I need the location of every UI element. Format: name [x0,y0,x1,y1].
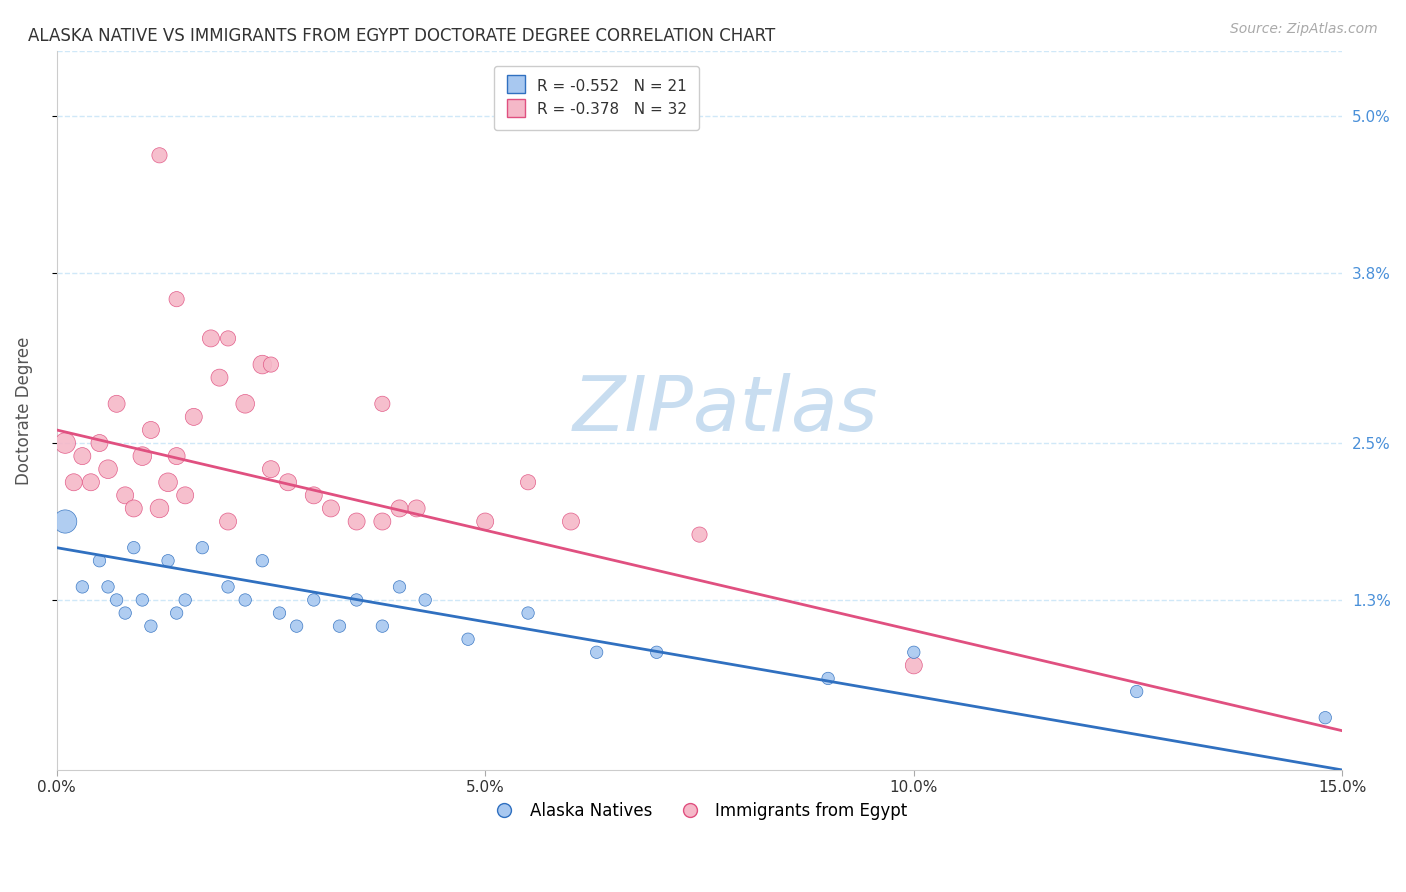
Point [122,541,145,555]
Text: Source: ZipAtlas.com: Source: ZipAtlas.com [1230,22,1378,37]
Point [346,593,368,607]
Point [174,488,197,502]
Point [233,397,256,411]
Point [517,475,540,490]
Point [131,449,153,463]
Point [53,515,76,529]
Point [148,501,170,516]
Point [191,541,214,555]
Point [474,515,496,529]
Point [260,462,283,476]
Point [105,397,128,411]
Point [208,370,231,384]
Y-axis label: Doctorate Degree: Doctorate Degree [15,336,32,484]
Point [645,645,668,659]
Point [62,475,84,490]
Point [139,423,162,437]
Point [260,358,283,372]
Point [97,462,120,476]
Point [97,580,120,594]
Point [89,436,111,450]
Point [517,606,540,620]
Point [371,619,394,633]
Legend: Alaska Natives, Immigrants from Egypt: Alaska Natives, Immigrants from Egypt [485,795,914,826]
Point [585,645,607,659]
Point [166,292,188,306]
Point [269,606,291,620]
Text: ALASKA NATIVE VS IMMIGRANTS FROM EGYPT DOCTORATE DEGREE CORRELATION CHART: ALASKA NATIVE VS IMMIGRANTS FROM EGYPT D… [28,27,775,45]
Point [371,397,394,411]
Point [302,488,325,502]
Point [560,515,582,529]
Point [689,527,711,541]
Point [285,619,308,633]
Point [157,475,180,490]
Point [217,580,239,594]
Point [252,554,274,568]
Point [174,593,197,607]
Point [1315,711,1337,725]
Point [217,331,239,345]
Point [388,580,411,594]
Point [114,488,136,502]
Point [53,436,76,450]
Point [903,658,925,673]
Text: ZIPatlas: ZIPatlas [572,374,877,448]
Point [200,331,222,345]
Point [166,449,188,463]
Point [1125,684,1147,698]
Point [139,619,162,633]
Point [457,632,479,647]
Point [328,619,350,633]
Point [89,554,111,568]
Point [217,515,239,529]
Point [166,606,188,620]
Point [252,358,274,372]
Point [233,593,256,607]
Point [114,606,136,620]
Point [903,645,925,659]
Point [72,449,94,463]
Point [371,515,394,529]
Point [413,593,436,607]
Point [405,501,427,516]
Point [80,475,103,490]
Point [302,593,325,607]
Point [131,593,153,607]
Point [388,501,411,516]
Point [319,501,342,516]
Point [122,501,145,516]
Point [346,515,368,529]
Point [157,554,180,568]
Point [183,409,205,424]
Point [72,580,94,594]
Point [277,475,299,490]
Point [817,672,839,686]
Point [148,148,170,162]
Point [105,593,128,607]
